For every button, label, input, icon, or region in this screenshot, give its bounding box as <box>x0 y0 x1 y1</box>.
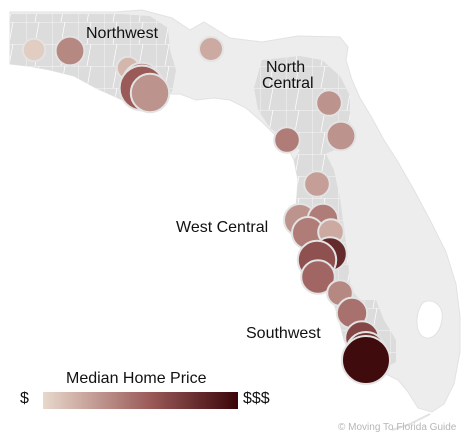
region-label-northwest: Northwest <box>86 25 159 42</box>
region-label-north-central-line2: Central <box>262 75 314 92</box>
legend-gradient-bar <box>43 392 238 409</box>
price-markers <box>21 35 391 385</box>
price-marker <box>21 37 47 63</box>
price-marker <box>315 89 343 117</box>
lake-okeechobee <box>416 300 443 339</box>
legend-title: Median Home Price <box>66 370 207 387</box>
legend-max-label: $$$ <box>243 390 270 407</box>
price-marker <box>54 35 86 67</box>
price-marker <box>273 126 301 154</box>
price-marker <box>325 120 357 152</box>
credit-text: © Moving To Florida Guide <box>338 422 457 433</box>
price-marker <box>303 170 331 198</box>
price-marker <box>129 72 171 114</box>
region-label-west-central: West Central <box>176 219 268 236</box>
region-label-north-central-line1: North <box>266 59 305 76</box>
florida-keys <box>391 413 431 431</box>
price-marker <box>198 36 224 62</box>
price-marker <box>341 335 391 385</box>
region-label-southwest: Southwest <box>246 325 321 342</box>
legend-min-label: $ <box>20 390 29 407</box>
price-marker <box>300 259 336 295</box>
